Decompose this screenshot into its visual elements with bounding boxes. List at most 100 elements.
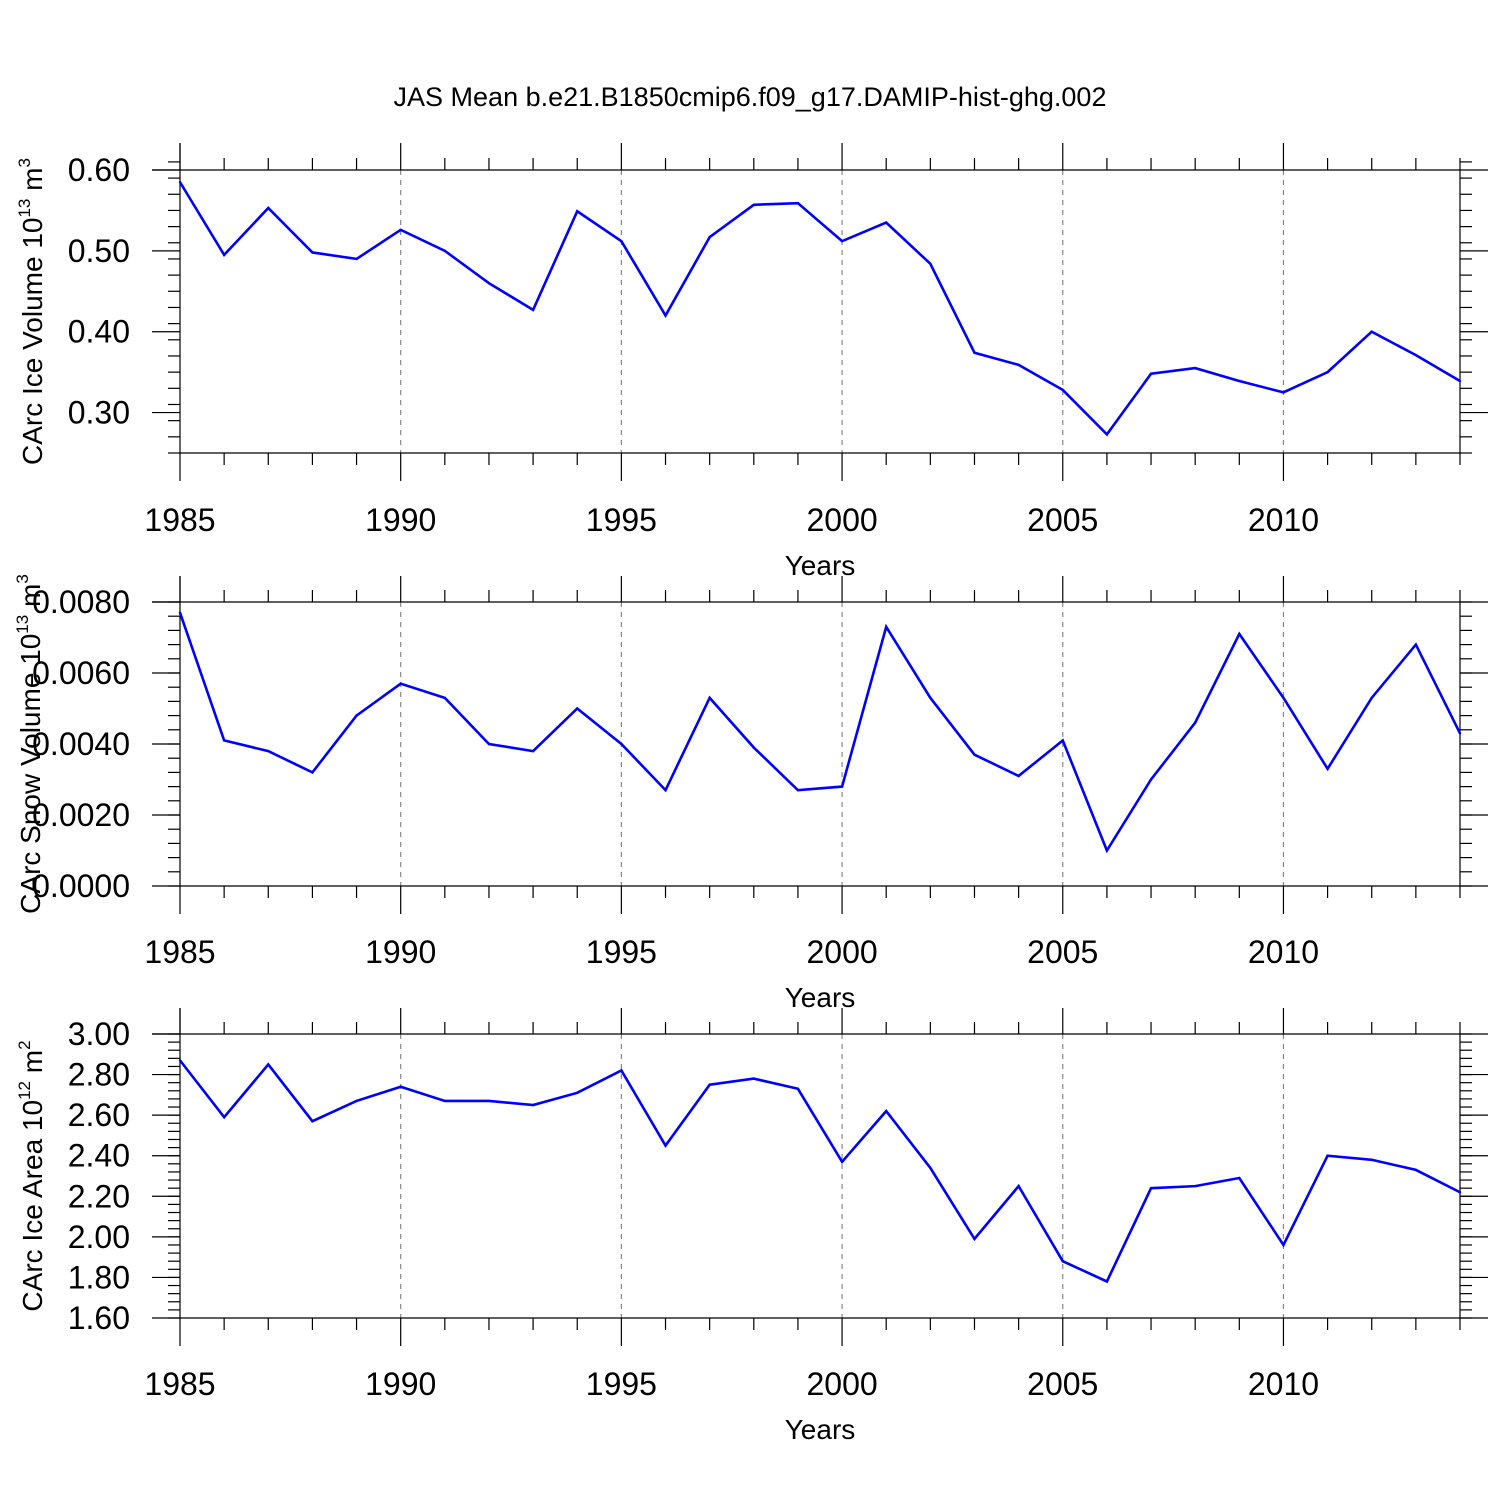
data-point <box>531 749 535 753</box>
data-point <box>885 625 888 629</box>
data-point <box>1017 363 1020 367</box>
data-point <box>620 742 623 746</box>
data-point <box>973 351 976 354</box>
data-point <box>1326 767 1329 771</box>
y-tick-label: 2.60 <box>68 1097 130 1133</box>
data-point <box>311 1120 314 1123</box>
y-axis-title-base: CArc Snow Volume 10 <box>15 634 46 914</box>
data-point <box>311 771 314 774</box>
x-tick-label: 1985 <box>144 1366 215 1402</box>
data-point <box>576 707 579 710</box>
data-point <box>1326 1154 1329 1157</box>
y-tick-label: 0.30 <box>68 395 130 431</box>
data-point <box>840 239 844 243</box>
x-tick-label: 2005 <box>1027 1366 1098 1402</box>
data-point <box>178 611 182 614</box>
y-axis-title: CArc Ice Area 1012 m2 <box>15 1040 48 1311</box>
y-tick-label: 0.0060 <box>32 655 130 691</box>
x-tick-label: 2000 <box>806 1366 877 1402</box>
series-line <box>178 181 1461 437</box>
data-point <box>1193 1184 1197 1188</box>
x-tick-label: 1995 <box>586 1366 657 1402</box>
series-line <box>178 612 1462 854</box>
data-point <box>796 201 800 205</box>
data-point <box>531 308 535 312</box>
data-point <box>620 239 623 243</box>
x-tick-label: 1990 <box>365 934 436 970</box>
x-tick-label: 1985 <box>144 934 215 970</box>
data-point <box>443 1099 447 1103</box>
y-axis-title-exp: 13 <box>15 199 34 218</box>
data-point <box>1149 372 1153 375</box>
x-axis-title: Years <box>785 1414 856 1445</box>
data-point <box>355 1099 358 1103</box>
data-point <box>1105 1280 1109 1283</box>
data-point <box>1282 696 1285 700</box>
data-point <box>929 1166 932 1170</box>
data-point <box>399 1085 402 1088</box>
data-point <box>885 1109 888 1113</box>
y-axis-title-exp: 13 <box>13 615 32 634</box>
data-point <box>840 785 844 788</box>
data-point <box>1193 721 1197 724</box>
data-point <box>487 282 491 285</box>
data-point <box>1414 1168 1418 1172</box>
x-tick-label: 2000 <box>806 502 877 538</box>
data-point <box>487 1099 491 1103</box>
series-line <box>178 1059 1461 1284</box>
panel-ice-volume: 1985 1990 1995 2000 2005 2010 Years 0.30 0.40 0.5… <box>15 143 1488 581</box>
y-tick-label: 0.0000 <box>32 868 130 904</box>
data-point <box>1017 1184 1020 1188</box>
data-point <box>222 1115 226 1119</box>
panel-ice-area: 1985 1990 1995 2000 2005 2010 Years 1.60 1.80 2.0… <box>15 1008 1488 1445</box>
data-point <box>443 249 447 253</box>
panel-snow-volume: 1985 1990 1995 2000 2005 2010 Years 0.0000 0.002… <box>13 574 1488 1013</box>
data-point <box>222 739 226 742</box>
data-point <box>1458 732 1462 735</box>
data-point <box>1105 433 1109 436</box>
data-point <box>443 696 447 700</box>
data-point <box>929 262 932 265</box>
y-tick-label: 0.0040 <box>32 726 130 762</box>
y-tick-label: 2.40 <box>68 1138 130 1174</box>
data-point <box>752 1077 755 1080</box>
y-tick-label: 0.40 <box>68 314 130 350</box>
y-tick-label: 2.80 <box>68 1057 130 1093</box>
x-axis-title: Years <box>785 982 856 1013</box>
y-tick-label: 0.60 <box>68 152 130 188</box>
data-point <box>664 788 667 792</box>
x-tick-label: 2010 <box>1248 502 1319 538</box>
data-point <box>620 1069 623 1072</box>
data-point <box>1282 391 1285 394</box>
y-axis-title-unit-exp: 3 <box>15 158 34 167</box>
data-point <box>576 210 579 213</box>
x-tick-label: 2005 <box>1027 502 1098 538</box>
y-axis-title-exp: 12 <box>15 1081 34 1100</box>
data-point <box>1061 739 1064 742</box>
x-axis-title: Years <box>785 550 856 581</box>
data-point <box>1238 632 1241 636</box>
x-tick-label: 1985 <box>144 502 215 538</box>
data-point <box>1149 778 1153 781</box>
x-tick-label: 1995 <box>586 502 657 538</box>
data-point <box>178 1059 182 1062</box>
x-tick-label: 2000 <box>806 934 877 970</box>
data-point <box>1414 353 1418 357</box>
data-point <box>752 746 755 749</box>
y-axis-title: CArc Ice Volume 1013 m3 <box>15 158 48 465</box>
data-point <box>1370 696 1373 700</box>
data-point <box>399 228 402 232</box>
data-point <box>1326 370 1329 374</box>
data-point <box>1061 1260 1064 1263</box>
data-point <box>531 1103 535 1107</box>
data-point <box>1414 643 1418 646</box>
x-tick-label: 1995 <box>586 934 657 970</box>
y-tick-label: 0.0080 <box>32 584 130 620</box>
x-tick-label: 1990 <box>365 502 436 538</box>
y-tick-label: 2.20 <box>68 1178 130 1214</box>
data-point <box>840 1160 844 1164</box>
data-point <box>222 253 226 257</box>
x-tick-label: 2010 <box>1248 1366 1319 1402</box>
y-axis-title-unit: m <box>15 584 46 615</box>
